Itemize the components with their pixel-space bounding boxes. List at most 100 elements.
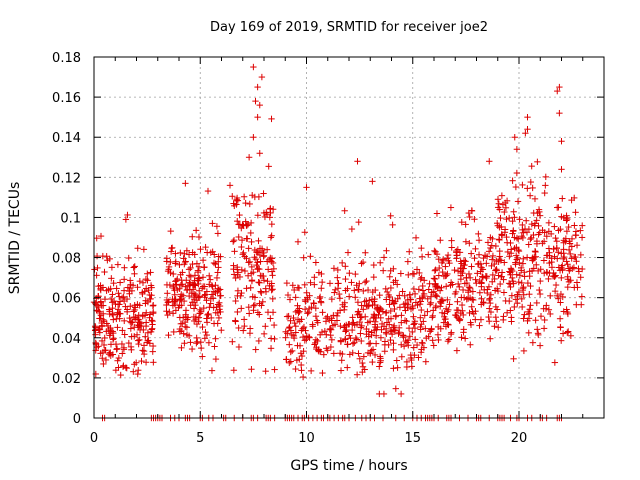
data-point	[229, 238, 237, 245]
data-point	[357, 324, 365, 331]
data-point	[256, 279, 263, 287]
data-point	[298, 367, 305, 374]
data-point	[287, 317, 294, 324]
data-point	[264, 278, 271, 285]
data-point	[262, 367, 269, 375]
data-point	[167, 227, 174, 235]
data-point	[260, 330, 268, 338]
data-point	[429, 314, 436, 321]
data-point	[469, 288, 477, 295]
data-point	[217, 308, 224, 316]
data-point	[515, 278, 522, 286]
data-point	[390, 299, 398, 307]
data-point	[163, 255, 171, 262]
data-point	[267, 315, 274, 322]
data-point	[537, 312, 545, 320]
data-point	[358, 313, 365, 321]
data-point	[520, 291, 527, 298]
data-point	[563, 228, 571, 235]
data-point	[101, 334, 108, 342]
data-point	[386, 293, 393, 301]
data-point	[447, 204, 455, 211]
data-point	[542, 182, 549, 189]
data-point	[203, 288, 211, 295]
data-point	[568, 255, 575, 262]
data-point	[348, 279, 355, 286]
data-point	[509, 230, 516, 237]
data-point	[181, 318, 189, 326]
data-point	[387, 212, 394, 220]
data-point	[180, 330, 187, 337]
data-point	[421, 312, 428, 319]
data-point	[516, 216, 523, 223]
data-point	[556, 315, 564, 322]
data-point	[101, 295, 109, 303]
data-point	[425, 286, 432, 293]
data-point	[230, 236, 238, 244]
y-tick-label: 0.06	[52, 292, 81, 307]
data-point	[291, 319, 298, 327]
data-point	[312, 304, 319, 312]
data-point	[461, 261, 468, 269]
data-point	[268, 282, 275, 290]
data-point	[458, 301, 466, 309]
x-tick-label: 10	[298, 431, 315, 446]
data-point	[169, 244, 176, 251]
data-point	[121, 331, 128, 338]
data-point	[172, 250, 179, 257]
data-point	[298, 352, 306, 360]
data-point	[577, 251, 585, 259]
data-point	[377, 306, 385, 313]
data-point	[513, 256, 520, 263]
data-point	[307, 367, 315, 375]
data-point	[575, 268, 583, 275]
data-point	[419, 294, 426, 301]
data-point	[359, 359, 366, 367]
data-point	[354, 299, 362, 306]
data-point	[299, 333, 307, 341]
data-point	[193, 320, 201, 328]
data-point	[123, 295, 131, 303]
data-point	[536, 286, 543, 294]
data-point	[471, 216, 478, 223]
data-point	[494, 196, 502, 203]
data-point	[514, 198, 522, 205]
data-point	[185, 292, 193, 300]
data-point	[368, 296, 376, 303]
data-point	[501, 259, 508, 266]
data-point	[462, 238, 470, 245]
data-point	[442, 263, 449, 270]
data-point	[137, 320, 145, 327]
data-point	[477, 268, 484, 275]
data-point	[565, 278, 573, 286]
data-point	[487, 291, 495, 298]
data-point	[243, 235, 250, 242]
data-point	[213, 223, 221, 230]
data-point	[380, 390, 388, 398]
data-point	[489, 271, 497, 279]
data-point	[202, 328, 209, 336]
data-point	[546, 259, 553, 267]
data-point	[377, 334, 385, 341]
data-point	[416, 300, 424, 308]
data-point	[377, 357, 384, 364]
data-point	[418, 253, 426, 260]
data-point	[425, 333, 432, 340]
data-point	[453, 347, 461, 354]
data-point	[95, 343, 102, 350]
data-point	[448, 244, 455, 251]
data-point	[133, 331, 141, 338]
data-point	[250, 63, 257, 71]
data-point	[337, 338, 345, 345]
data-point	[424, 295, 431, 302]
data-point	[504, 248, 511, 256]
data-point	[540, 305, 547, 312]
data-point	[526, 192, 534, 199]
data-point	[172, 260, 179, 267]
data-point	[413, 266, 421, 273]
data-point	[214, 269, 221, 276]
data-point	[437, 298, 444, 306]
data-point	[212, 282, 219, 289]
data-point	[472, 316, 479, 323]
data-point	[505, 214, 513, 222]
